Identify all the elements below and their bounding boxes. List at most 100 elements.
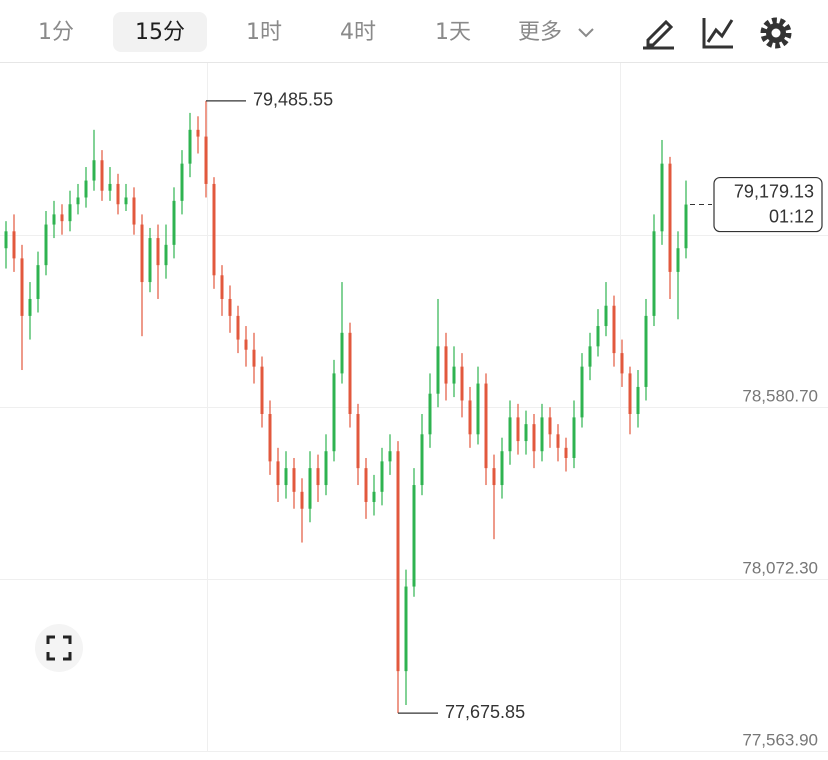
candle-body xyxy=(140,224,144,283)
candle-body xyxy=(644,315,648,387)
candle-body xyxy=(316,468,320,486)
candle-body xyxy=(620,353,624,374)
last-price-label: 79,179.13 xyxy=(734,181,814,201)
y-tick-label: 78,072.30 xyxy=(742,558,818,577)
candle-body xyxy=(292,468,296,492)
candle-body xyxy=(508,417,512,452)
candle-body xyxy=(180,163,184,201)
more-tab[interactable]: 更多 xyxy=(518,20,562,45)
candle-body xyxy=(268,414,272,462)
candle-body xyxy=(548,417,552,435)
candle-body xyxy=(564,447,568,458)
candle-body xyxy=(628,373,632,415)
candle-body xyxy=(92,160,96,181)
y-tick-label: 77,563.90 xyxy=(742,730,818,749)
candle-body xyxy=(556,434,560,448)
candle-body xyxy=(4,231,8,249)
candle-body xyxy=(284,468,288,486)
candle-body xyxy=(188,129,192,164)
candle-body xyxy=(420,434,424,486)
candle-body xyxy=(172,200,176,245)
candle-body xyxy=(524,424,528,442)
tab[interactable]: 1天 xyxy=(435,20,471,45)
tab[interactable]: 1时 xyxy=(246,20,282,45)
candle-body xyxy=(124,197,128,205)
candle-body xyxy=(228,298,232,316)
last-price-box xyxy=(713,176,823,233)
tab[interactable]: 15分 xyxy=(135,20,185,45)
high-label: 79,485.55 xyxy=(253,90,333,110)
candle-body xyxy=(428,393,432,435)
candle-body xyxy=(532,424,536,452)
plot xyxy=(0,63,828,752)
fullscreen-button[interactable] xyxy=(35,624,83,672)
draw-icon[interactable] xyxy=(643,19,674,50)
candle-body xyxy=(116,183,120,205)
toolbar: 更多 1分 15分 1时 4时 1天 xyxy=(0,12,828,63)
chevron xyxy=(578,28,594,38)
candle-body xyxy=(148,238,152,283)
candle-body xyxy=(500,451,504,486)
candle-body xyxy=(156,238,160,266)
candle-body xyxy=(76,197,80,205)
tab[interactable]: 1分 xyxy=(38,20,74,45)
candle-body xyxy=(404,586,408,672)
candle-body xyxy=(60,214,64,222)
candle-body xyxy=(324,451,328,486)
tab-highlight xyxy=(113,12,207,52)
candle-body xyxy=(236,315,240,340)
candle-body xyxy=(388,451,392,462)
candle-body xyxy=(364,468,368,502)
candle-body xyxy=(84,180,88,198)
tab[interactable]: 4时 xyxy=(340,20,376,45)
candle-body xyxy=(300,491,304,509)
candle-body xyxy=(68,204,72,222)
y-tick-label: 78,580.70 xyxy=(742,386,818,405)
candle-body xyxy=(220,275,224,299)
candle-body xyxy=(372,491,376,502)
candle-body xyxy=(676,248,680,272)
candle-body xyxy=(452,366,456,384)
countdown-label: 01:12 xyxy=(769,206,814,226)
candle-body xyxy=(308,468,312,509)
candle-body xyxy=(444,346,448,384)
candle-body xyxy=(588,346,592,367)
candle-body xyxy=(396,451,400,672)
candle-body xyxy=(580,366,584,418)
candle-body xyxy=(604,305,608,327)
candle-body xyxy=(492,468,496,486)
candle-body xyxy=(244,339,248,350)
candle-body xyxy=(468,400,472,435)
candle-body xyxy=(668,163,672,272)
candle-body xyxy=(612,305,616,354)
candle-body xyxy=(196,129,200,137)
candle-body xyxy=(164,244,168,266)
candle-body xyxy=(348,332,352,415)
candle-body xyxy=(684,204,688,249)
candle-body xyxy=(380,461,384,492)
candle-body xyxy=(660,163,664,232)
candle-body xyxy=(652,231,656,316)
candle-body xyxy=(212,183,216,276)
candle-body xyxy=(540,417,544,452)
candle-body xyxy=(12,231,16,259)
candle-body xyxy=(356,414,360,469)
settings-icon[interactable] xyxy=(760,17,792,49)
candle-body xyxy=(276,461,280,486)
candle-body xyxy=(460,366,464,401)
indicator-icon[interactable] xyxy=(702,18,734,49)
candle-body xyxy=(28,298,32,316)
candle-body xyxy=(36,265,40,299)
candle-body xyxy=(340,332,344,374)
candle-body xyxy=(484,383,488,469)
candle-body xyxy=(204,136,208,184)
candle-body xyxy=(596,326,600,347)
candle-body xyxy=(516,417,520,442)
candle-body xyxy=(636,386,640,415)
candle-body xyxy=(260,366,264,415)
candle-body xyxy=(412,485,416,587)
candle-body xyxy=(44,224,48,266)
low-label: 77,675.85 xyxy=(445,702,525,722)
